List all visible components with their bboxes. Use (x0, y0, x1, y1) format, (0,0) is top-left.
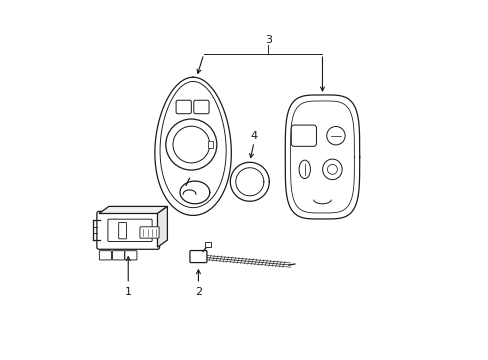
Text: 2: 2 (194, 287, 202, 297)
FancyBboxPatch shape (97, 211, 159, 249)
FancyBboxPatch shape (291, 125, 316, 146)
FancyBboxPatch shape (140, 227, 159, 238)
FancyBboxPatch shape (193, 100, 209, 114)
FancyBboxPatch shape (99, 251, 111, 260)
FancyBboxPatch shape (205, 242, 211, 247)
Text: 1: 1 (124, 287, 131, 297)
FancyBboxPatch shape (108, 219, 152, 242)
FancyBboxPatch shape (119, 222, 126, 239)
FancyBboxPatch shape (112, 251, 124, 260)
Text: 3: 3 (264, 35, 271, 45)
Text: 4: 4 (250, 131, 257, 141)
FancyBboxPatch shape (176, 100, 191, 114)
FancyBboxPatch shape (189, 251, 206, 262)
FancyBboxPatch shape (207, 141, 212, 148)
Polygon shape (99, 206, 167, 213)
Polygon shape (157, 206, 167, 247)
FancyBboxPatch shape (124, 251, 137, 260)
